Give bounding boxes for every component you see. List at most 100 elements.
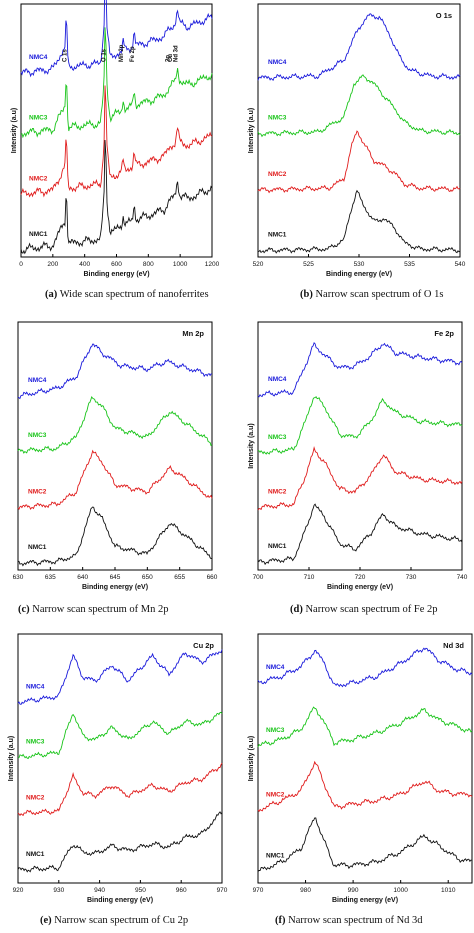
x-tick-label: 1010 [441,887,456,894]
panel-title: Cu 2p [193,641,214,650]
y-axis-label: Intensity (a.u) [11,108,18,154]
series-line-nmc3 [257,74,461,138]
x-tick-label: 950 [135,887,146,894]
peak-label: Mn 2p [119,44,125,62]
x-tick-label: 710 [304,574,315,581]
caption-a-text: Wide scan spectrum of nanoferrites [59,289,209,300]
series-label-nmc2: NMC2 [29,175,48,182]
x-tick-label: 660 [207,574,218,581]
panel-title: Fe 2p [434,329,454,338]
caption-a: (a) Wide scan spectrum of nanoferrites [45,289,209,300]
caption-b-text: Narrow scan spectrum of O 1s [315,289,444,300]
x-tick-label: 700 [253,574,264,581]
series-line-nmc1 [257,503,463,566]
caption-f-text: Narrow scan spectrum of Nd 3d [288,915,423,926]
series-line-nmc1 [20,139,213,255]
plot-frame [257,3,461,258]
chart-a: 0 200 400 600 800 1000 1200 Binding energy (eV)… [11,0,220,278]
series-line-nmc4 [20,0,213,78]
chart-c: 630 635 640 645 650 655 660 Binding energy (eV)… [13,321,218,591]
plot-frame [17,633,223,884]
caption-c: (c) Narrow scan spectrum of Mn 2p [18,604,168,615]
series-line-nmc1 [17,506,213,567]
x-axis-label: Binding energy (eV) [87,897,153,904]
x-tick-label: 720 [355,574,366,581]
series-label-nmc3: NMC3 [268,434,287,441]
series-label-nmc3: NMC3 [268,115,287,122]
series-label-nmc1: NMC1 [29,231,48,238]
series-line-nmc4 [257,13,461,81]
x-tick-label: 1000 [393,887,408,894]
series-line-nmc4 [257,341,463,398]
plot-frame [17,321,213,571]
x-tick-label: 1000 [173,261,188,268]
series-label-nmc1: NMC1 [26,851,45,858]
y-axis-label: Intensity (a.u) [248,423,255,469]
x-tick-label: 980 [300,887,311,894]
series-label-nmc4: NMC4 [26,683,45,690]
caption-c-letter: (c) [18,604,30,615]
series-label-nmc1: NMC1 [268,232,287,239]
x-tick-label: 930 [53,887,64,894]
x-tick-label: 650 [142,574,153,581]
caption-d-letter: (d) [290,604,303,615]
series-line-nmc2 [257,445,463,511]
x-tick-label: 400 [79,261,90,268]
series-label-nmc2: NMC2 [28,488,47,495]
caption-d-text: Narrow scan spectrum of Fe 2p [305,604,438,615]
x-tick-label: 990 [348,887,359,894]
peak-label: Cu [168,54,174,62]
caption-f-letter: (f) [275,915,286,926]
x-tick-label: 0 [19,261,23,268]
x-tick-label: 740 [457,574,468,581]
caption-b-letter: (b) [300,289,313,300]
x-axis-label: Binding energy (eV) [326,271,392,278]
series-label-nmc1: NMC1 [266,853,285,860]
x-tick-label: 640 [77,574,88,581]
x-axis-label: Binding energy (eV) [332,897,398,904]
series-line-nmc3 [17,396,213,454]
x-tick-label: 525 [303,261,314,268]
series-label-nmc4: NMC4 [266,664,285,671]
x-tick-label: 200 [47,261,58,268]
series-line-nmc4 [257,647,473,688]
series-label-nmc2: NMC2 [26,794,45,801]
series-line-nmc4 [17,649,223,705]
x-tick-label: 960 [176,887,187,894]
caption-e-text: Narrow scan spectrum of Cu 2p [54,915,189,926]
x-tick-label: 600 [111,261,122,268]
caption-f: (f) Narrow scan spectrum of Nd 3d [275,915,423,926]
series-line-nmc2 [20,85,213,198]
x-tick-label: 635 [45,574,56,581]
x-tick-label: 540 [455,261,466,268]
plot-frame [20,3,213,258]
x-tick-label: 730 [406,574,417,581]
x-tick-label: 630 [13,574,24,581]
peak-label: 2p [166,55,172,62]
chart-e: 920 930 940 950 960 970 Binding energy (eV) Int… [8,633,228,904]
series-label-nmc2: NMC2 [268,488,287,495]
caption-a-letter: (a) [45,289,58,300]
x-axis-label: Binding energy (eV) [327,584,393,591]
peak-label: Fe 2p [130,46,136,62]
series-line-nmc2 [257,130,461,194]
series-label-nmc3: NMC3 [266,727,285,734]
y-axis-label: Intensity (a.u) [248,108,255,154]
x-axis-label: Binding energy (eV) [83,271,149,278]
series-label-nmc1: NMC1 [28,544,47,551]
y-axis-label: Intensity (a.u) [8,736,15,782]
x-tick-label: 520 [253,261,264,268]
series-line-nmc3 [20,27,213,139]
y-axis-label: Intensity (a.u) [248,736,255,782]
caption-e: (e) Narrow scan spectrum of Cu 2p [40,915,188,926]
caption-b: (b) Narrow scan spectrum of O 1s [300,289,443,300]
chart-d: 700 710 720 730 740 Binding energy (eV) Intens… [248,321,468,591]
x-tick-label: 970 [217,887,228,894]
series-line-nmc3 [257,706,473,748]
peak-label: C 1s [62,49,68,62]
plot-frame [257,633,473,884]
series-label-nmc1: NMC1 [268,543,287,550]
caption-c-text: Narrow scan spectrum of Mn 2p [32,604,169,615]
x-tick-label: 1200 [205,261,220,268]
series-line-nmc1 [17,811,223,873]
